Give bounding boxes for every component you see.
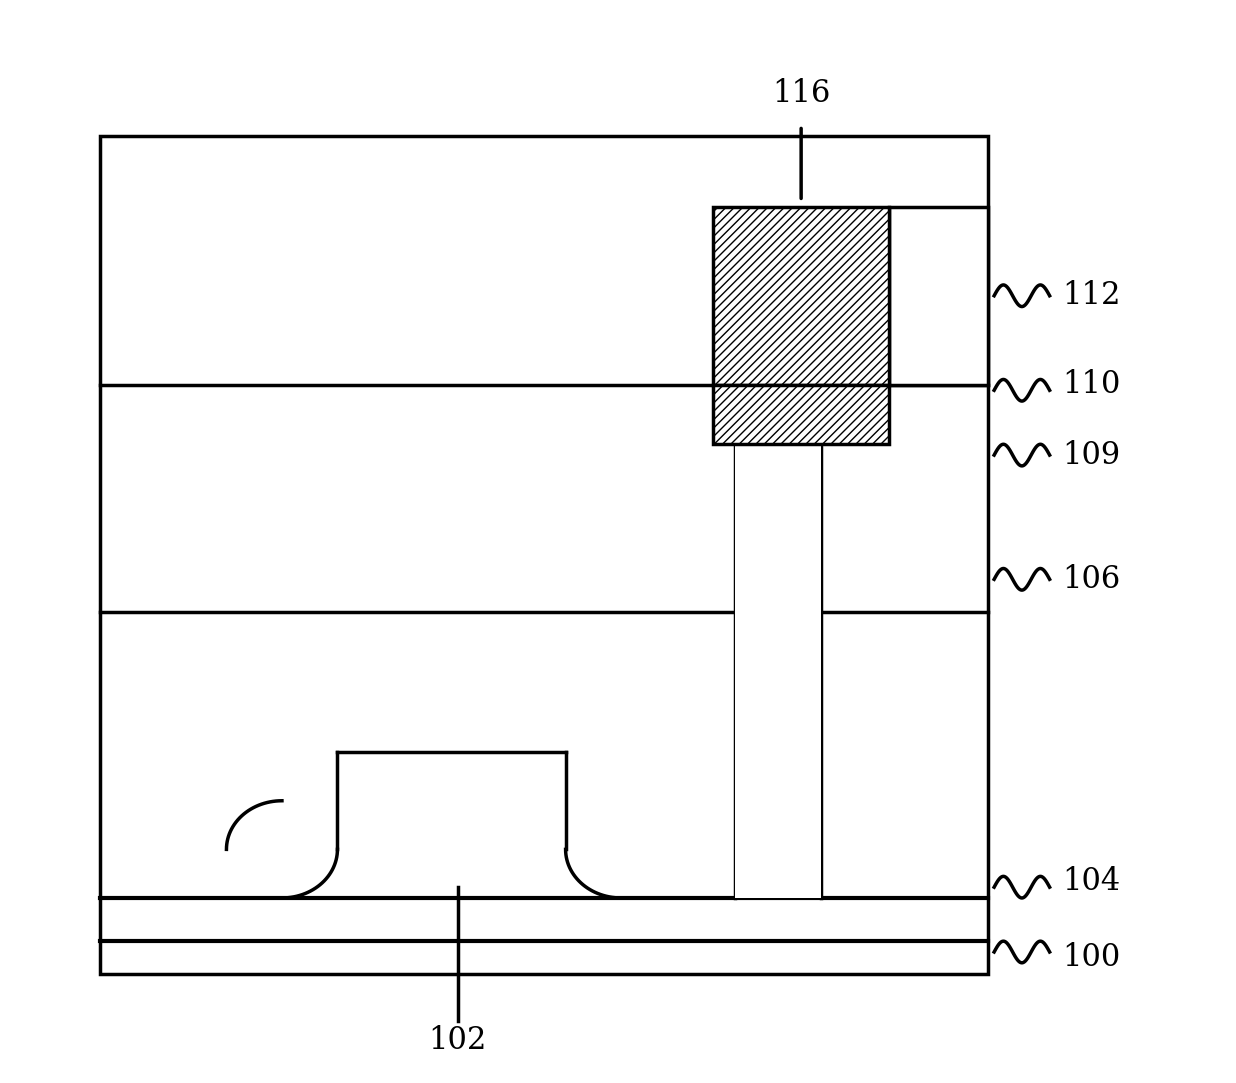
Bar	[713, 384, 890, 444]
Text: 106: 106	[1062, 564, 1120, 595]
Text: 109: 109	[1062, 440, 1120, 471]
Text: 116: 116	[772, 78, 831, 109]
Text: 102: 102	[429, 1026, 487, 1056]
Text: 112: 112	[1062, 280, 1121, 311]
Bar	[890, 207, 988, 384]
Text: 100: 100	[1062, 942, 1120, 973]
Bar	[735, 444, 822, 898]
Text: 110: 110	[1062, 369, 1120, 401]
Bar	[100, 136, 988, 974]
Bar	[713, 207, 890, 384]
Text: 104: 104	[1062, 866, 1120, 898]
